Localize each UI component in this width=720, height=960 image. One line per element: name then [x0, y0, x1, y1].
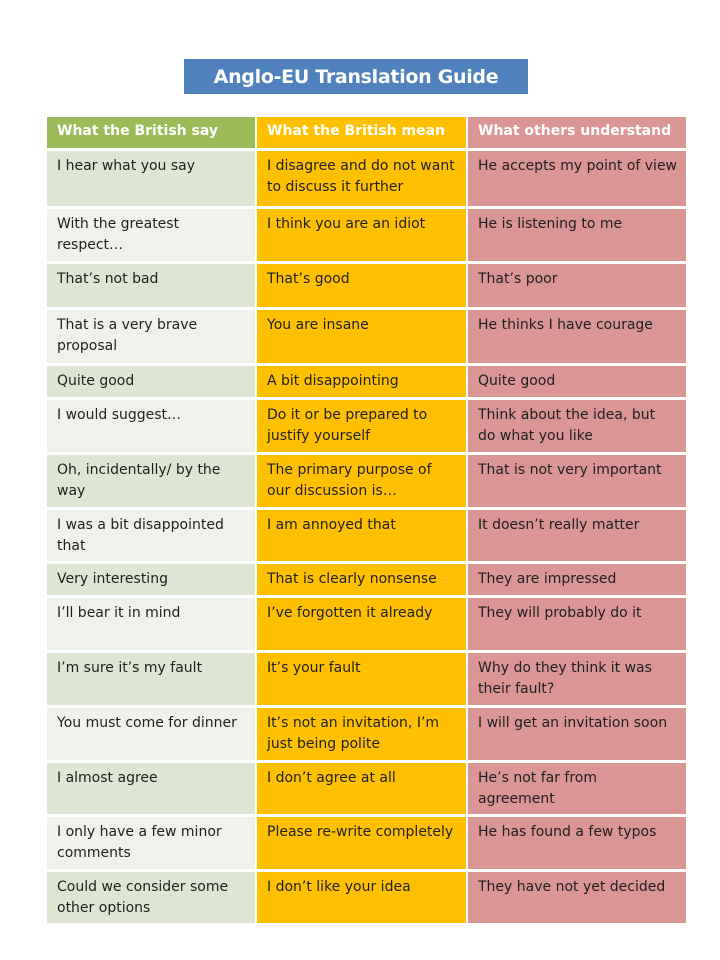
cell-say: That is a very brave proposal: [47, 307, 255, 363]
cell-mean: I don’t agree at all: [255, 760, 466, 814]
cell-understand: Why do they think it was their fault?: [466, 650, 686, 705]
header-others-understand: What others understand: [466, 117, 686, 148]
cell-say: I would suggest…: [47, 397, 255, 452]
cell-say: I’m sure it’s my fault: [47, 650, 255, 705]
cell-mean: I don’t like your idea: [255, 869, 466, 923]
cell-understand: Quite good: [466, 363, 686, 397]
cell-mean: A bit disappointing: [255, 363, 466, 397]
cell-say: Oh, incidentally/ by the way: [47, 452, 255, 507]
cell-say: Quite good: [47, 363, 255, 397]
cell-mean: It’s not an invitation, I’m just being p…: [255, 705, 466, 760]
cell-understand: He accepts my point of view: [466, 148, 686, 206]
cell-understand: They are impressed: [466, 561, 686, 595]
cell-mean: Please re-write completely: [255, 814, 466, 869]
header-british-mean: What the British mean: [255, 117, 466, 148]
cell-mean: That’s good: [255, 261, 466, 307]
translation-table: What the British say What the British me…: [47, 117, 686, 923]
cell-say: Very interesting: [47, 561, 255, 595]
cell-say: I almost agree: [47, 760, 255, 814]
cell-say: You must come for dinner: [47, 705, 255, 760]
cell-understand: Think about the idea, but do what you li…: [466, 397, 686, 452]
cell-understand: That’s poor: [466, 261, 686, 307]
cell-understand: He is listening to me: [466, 206, 686, 261]
cell-mean: It’s your fault: [255, 650, 466, 705]
cell-understand: It doesn’t really matter: [466, 507, 686, 561]
cell-mean: You are insane: [255, 307, 466, 363]
cell-say: I hear what you say: [47, 148, 255, 206]
cell-mean: I am annoyed that: [255, 507, 466, 561]
cell-understand: They will probably do it: [466, 595, 686, 650]
cell-understand: They have not yet decided: [466, 869, 686, 923]
cell-say: I’ll bear it in mind: [47, 595, 255, 650]
cell-mean: I disagree and do not want to discuss it…: [255, 148, 466, 206]
cell-understand: That is not very important: [466, 452, 686, 507]
cell-mean: I think you are an idiot: [255, 206, 466, 261]
cell-understand: He’s not far from agreement: [466, 760, 686, 814]
cell-mean: I’ve forgotten it already: [255, 595, 466, 650]
cell-mean: Do it or be prepared to justify yourself: [255, 397, 466, 452]
cell-say: I only have a few minor comments: [47, 814, 255, 869]
cell-say: Could we consider some other options: [47, 869, 255, 923]
cell-understand: He thinks I have courage: [466, 307, 686, 363]
cell-say: I was a bit disappointed that: [47, 507, 255, 561]
cell-say: With the greatest respect…: [47, 206, 255, 261]
cell-understand: He has found a few typos: [466, 814, 686, 869]
cell-mean: The primary purpose of our discussion is…: [255, 452, 466, 507]
cell-say: That’s not bad: [47, 261, 255, 307]
cell-mean: That is clearly nonsense: [255, 561, 466, 595]
page-title: Anglo-EU Translation Guide: [184, 59, 528, 94]
cell-understand: I will get an invitation soon: [466, 705, 686, 760]
header-british-say: What the British say: [47, 117, 255, 148]
